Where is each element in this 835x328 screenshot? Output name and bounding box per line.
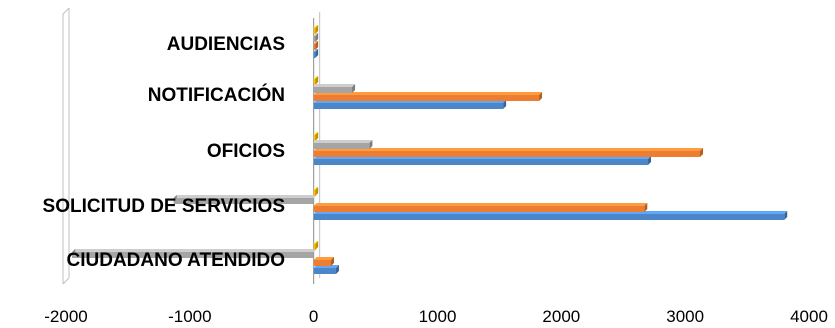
bar-top-face — [72, 249, 317, 252]
bar — [313, 203, 648, 212]
bar-top-face — [313, 41, 319, 44]
bar-front-face — [313, 159, 649, 165]
bar-front-face — [313, 36, 316, 42]
category-label: AUDIENCIAS — [167, 34, 285, 55]
bar-top-face — [313, 25, 319, 28]
bar-top-face — [313, 187, 319, 190]
bar-front-face — [313, 268, 336, 274]
bar-end-face — [315, 49, 319, 58]
bar-front-face — [313, 260, 332, 266]
category-label: SOLICITUD DE SERVICIOS — [43, 196, 285, 217]
bar-end-face — [644, 203, 648, 212]
bar-end-face — [315, 241, 319, 250]
bar-front-face — [313, 143, 370, 149]
bar — [313, 100, 507, 109]
bar-end-face — [315, 25, 319, 34]
bar-front-face — [313, 79, 316, 85]
bar-front-face — [313, 214, 785, 220]
bar-end-face — [335, 265, 339, 274]
bar-front-face — [173, 198, 314, 204]
bar-front-face — [313, 151, 701, 157]
bar-end-face — [648, 156, 652, 165]
bar-front-face — [313, 95, 540, 101]
bar-top-face — [313, 148, 704, 151]
bar-front-face — [313, 87, 353, 93]
bar — [313, 211, 788, 220]
bar — [313, 49, 319, 58]
category-label: CIUDADANO ATENDIDO — [67, 250, 286, 271]
bar — [313, 84, 356, 93]
bar-end-face — [315, 76, 319, 85]
bar-top-face — [313, 257, 335, 260]
bar — [313, 132, 319, 141]
bar-group — [72, 25, 788, 274]
bar-top-face — [313, 241, 319, 244]
x-tick-label: -2000 — [44, 307, 87, 326]
bar-front-face — [313, 103, 504, 109]
bar-front-face — [72, 252, 314, 258]
bar-front-face — [313, 52, 316, 58]
bar-end-face — [315, 41, 319, 50]
bar-front-face — [313, 28, 316, 34]
bar — [313, 25, 319, 34]
bar-end-face — [315, 132, 319, 141]
bar-end-face — [315, 187, 319, 196]
bar-top-face — [313, 140, 373, 143]
x-tick-label: 2000 — [542, 307, 580, 326]
x-tick-label: -1000 — [168, 307, 211, 326]
category-labels: CIUDADANO ATENDIDO SOLICITUD DE SERVICIOS… — [43, 34, 285, 271]
bar-top-face — [173, 195, 317, 198]
bar — [173, 195, 317, 204]
bar-front-face — [313, 135, 316, 141]
x-tick-label: 3000 — [666, 307, 704, 326]
left-wall-bottom-edge — [62, 277, 70, 285]
bar — [313, 33, 319, 42]
x-tick-label: 1000 — [419, 307, 457, 326]
bar-front-face — [313, 190, 316, 196]
bar-end-face — [352, 84, 356, 93]
bar-end-face — [369, 140, 373, 149]
bar-end-face — [539, 92, 543, 101]
bar-front-face — [313, 206, 645, 212]
bar-end-face — [503, 100, 507, 109]
bar-top-face — [313, 33, 319, 36]
bar — [313, 148, 704, 157]
bar-front-face — [313, 44, 316, 50]
bar — [313, 41, 319, 50]
bar-top-face — [313, 49, 319, 52]
x-axis-ticks: -2000 -1000 0 1000 2000 3000 4000 — [44, 307, 828, 326]
bar-end-face — [784, 211, 788, 220]
bar-top-face — [313, 84, 356, 87]
bar-end-face — [315, 33, 319, 42]
x-tick-label: 0 — [309, 307, 318, 326]
bar-top-face — [313, 132, 319, 135]
bar — [313, 76, 319, 85]
left-wall-top-edge — [62, 7, 70, 15]
bar-end-face — [331, 257, 335, 266]
bar-top-face — [313, 203, 648, 206]
x-tick-label: 4000 — [790, 307, 828, 326]
bar — [313, 92, 543, 101]
bar — [313, 257, 335, 266]
bar — [313, 156, 652, 165]
bar — [313, 241, 319, 250]
bar-front-face — [313, 244, 316, 250]
category-label: NOTIFICACIÓN — [148, 84, 285, 106]
bar — [313, 140, 373, 149]
bar — [313, 265, 339, 274]
bar-top-face — [313, 76, 319, 79]
bar-end-face — [700, 148, 704, 157]
category-label: OFICIOS — [207, 141, 285, 162]
bar-top-face — [313, 92, 543, 95]
bar — [72, 249, 317, 258]
bar — [313, 187, 319, 196]
